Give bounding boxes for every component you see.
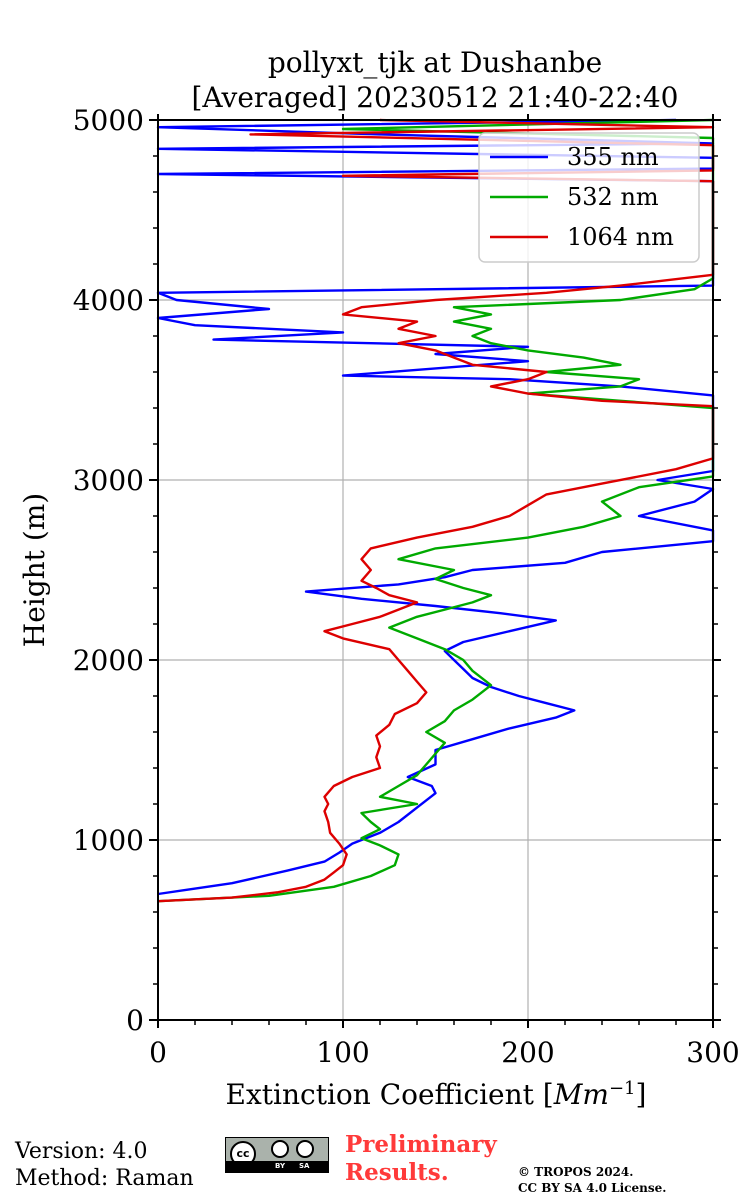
y-tick-label-4000: 4000	[73, 284, 144, 317]
chart-title: pollyxt_tjk at Dushanbe	[268, 46, 602, 79]
preliminary-results-notice: Preliminary Results.	[345, 1131, 497, 1187]
cc-by-sa-license-icon: cc BY SA	[225, 1137, 329, 1173]
x-tick-label-0: 0	[149, 1036, 167, 1069]
sa-share-alike-icon	[296, 1140, 314, 1158]
y-tick-label-5000: 5000	[73, 104, 144, 137]
chart-subtitle: [Averaged] 20230512 21:40-22:40	[192, 81, 679, 114]
x-axis-label: Extinction Coefficient [Mm−1]	[226, 1078, 647, 1112]
copyright-line-1: © TROPOS 2024.	[518, 1165, 634, 1179]
version-text: Version: 4.0	[15, 1139, 148, 1164]
legend-label-532: 532 nm	[567, 183, 659, 211]
preliminary-line-2: Results.	[345, 1159, 449, 1186]
preliminary-line-1: Preliminary	[345, 1131, 497, 1158]
legend-box	[478, 132, 700, 263]
x-tick-label-200: 200	[501, 1036, 554, 1069]
extinction-profile-chart: pollyxt_tjk at Dushanbe [Averaged] 20230…	[18, 46, 740, 1112]
copyright-line-2: CC BY SA 4.0 License.	[518, 1181, 667, 1195]
y-tick-label-2000: 2000	[73, 644, 144, 677]
y-axis-label: Height (m)	[18, 493, 51, 647]
sa-label: SA	[299, 1162, 310, 1170]
method-text: Method: Raman	[15, 1166, 194, 1191]
legend-label-1064: 1064 nm	[567, 223, 674, 251]
y-tick-label-1000: 1000	[73, 824, 144, 857]
y-tick-label-0: 0	[126, 1004, 144, 1037]
x-tick-label-300: 300	[686, 1036, 739, 1069]
legend-label-355: 355 nm	[567, 143, 659, 171]
plot-frame	[157, 119, 714, 1021]
copyright-notice: © TROPOS 2024. CC BY SA 4.0 License.	[518, 1164, 666, 1196]
by-label: BY	[275, 1162, 286, 1170]
version-method-block: Version: 4.0 Method: Raman	[15, 1138, 194, 1192]
by-attribution-icon	[271, 1140, 289, 1158]
license-badge-bar	[226, 1161, 328, 1172]
series-line-1064-nm	[157, 118, 715, 903]
x-tick-label-100: 100	[316, 1036, 369, 1069]
y-tick-label-3000: 3000	[73, 464, 144, 497]
legend: 355 nm 532 nm 1064 nm	[478, 132, 700, 263]
series-line-532-nm	[157, 118, 715, 903]
